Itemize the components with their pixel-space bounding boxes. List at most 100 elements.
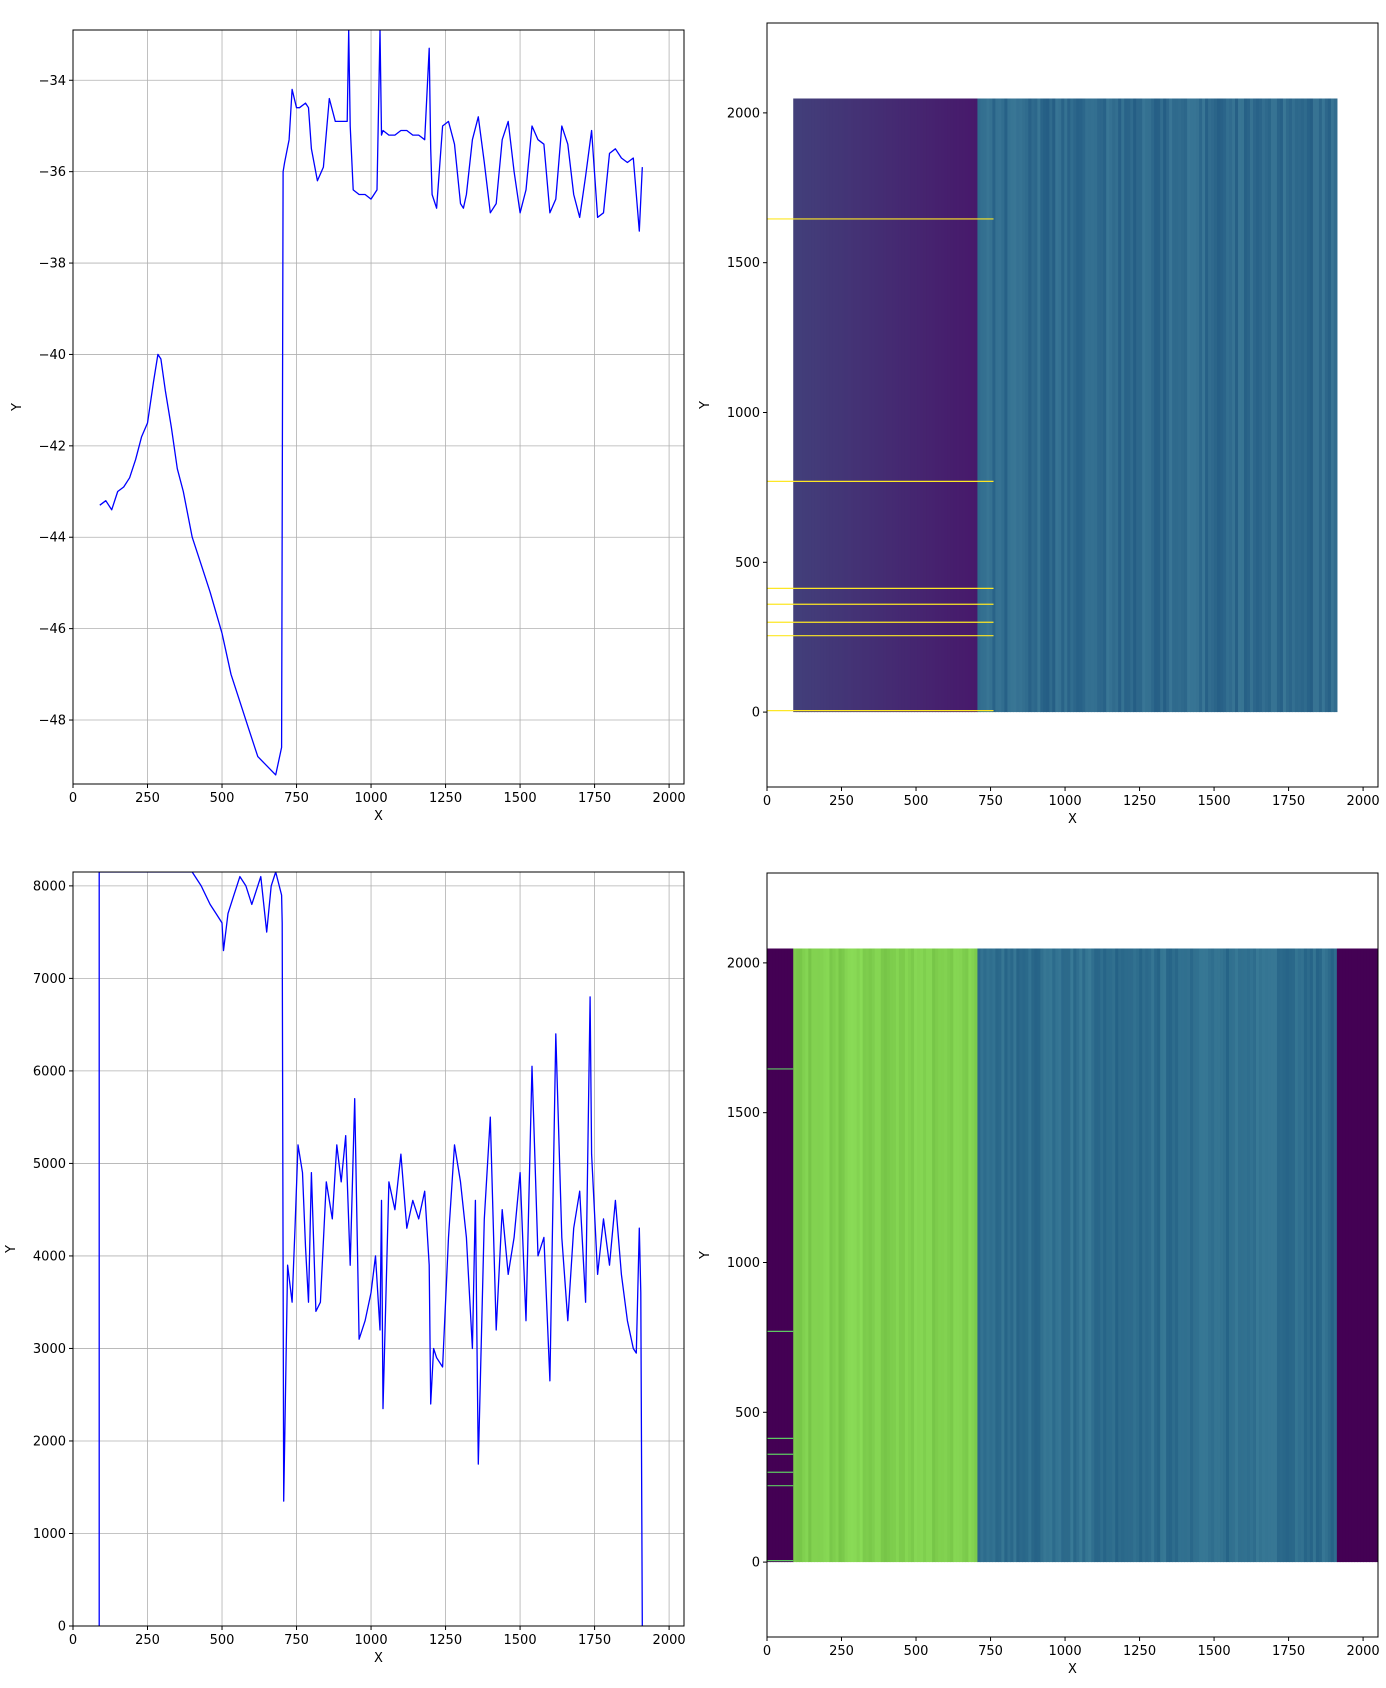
x-tick-label: 750 [284,791,309,806]
heatmap-column [799,948,803,1563]
heatmap-column [1187,948,1191,1563]
heatmap-column [1166,98,1170,713]
heatmap-column [950,98,954,713]
heatmap-column [883,98,888,713]
heatmap-column [1309,948,1314,1563]
heatmap-column [1037,98,1041,713]
heatmap-column [1172,948,1176,1563]
heatmap-column [1064,98,1068,713]
x-tick-label: 500 [904,794,929,809]
heatmap-column [1094,948,1098,1563]
x-tick-label: 1750 [1272,794,1305,809]
heatmap-column [1223,98,1227,713]
heatmap-column [914,98,918,713]
heatmap-column [971,98,975,713]
heatmap-column [989,948,993,1563]
heatmap-column [847,98,852,713]
x-tick-label: 500 [210,791,235,806]
heatmap-column [1058,948,1062,1563]
x-axis-label: X [1068,812,1077,827]
heatmap-column [835,98,840,713]
heatmap-column [1019,98,1023,713]
heatmap-column [877,98,882,713]
heatmap-column [892,948,897,1563]
heatmap-column [977,948,982,1563]
heatmap-column [1193,948,1197,1563]
heatmap-column [986,948,991,1563]
heatmap-column [932,948,936,1563]
heatmap-column [1046,98,1050,713]
heatmap-region [767,948,794,1563]
heatmap-column [1106,948,1110,1563]
heatmap-column [929,948,933,1563]
heatmap-column [1258,948,1263,1563]
bottom-right-heatmap: 0 250 500 750 1000 1250 1500 1750 2000 0 500 1000 15… [698,872,1380,1677]
heatmap-column [1351,948,1356,1563]
axes-frame [766,872,1379,1638]
heatmap-column [910,98,915,713]
heatmap-column [778,948,783,1563]
heatmap-column [1255,98,1260,713]
x-tick-label: 1750 [578,1633,611,1648]
heatmap-column [1142,98,1146,713]
heatmap-column [802,98,806,713]
heatmap-column [914,948,918,1563]
heatmap-column [799,98,803,713]
heatmap-column [1022,98,1026,713]
heatmap-column [1187,98,1191,713]
heatmap-column [1064,948,1068,1563]
heatmap-column [1324,948,1329,1563]
heatmap-column [1013,948,1017,1563]
heatmap-column [1327,948,1332,1563]
heatmap-column [1333,98,1338,713]
heatmap-column [1061,948,1065,1563]
heatmap-column [1133,98,1137,713]
heatmap-column [850,98,855,713]
heatmap-column [1073,98,1077,713]
x-tick-label: 1250 [1123,1644,1156,1659]
y-tick-label: 0 [58,1620,66,1635]
heatmap-column [1025,948,1029,1563]
heatmap-column [1267,948,1272,1563]
heatmap-column [1163,98,1167,713]
heatmap-column [868,98,873,713]
heatmap-column [1070,948,1074,1563]
heatmap-column [865,98,870,713]
heatmap-column [1217,98,1221,713]
heatmap-column [920,948,924,1563]
heatmap-column [1324,98,1329,713]
heatmap-column [947,948,951,1563]
heatmap-column [1267,98,1272,713]
heatmap-column [1303,948,1308,1563]
x-tick-label: 1500 [1198,1644,1231,1659]
heatmap-column [1211,948,1215,1563]
heatmap-column [1306,98,1311,713]
heatmap-column [1103,98,1107,713]
heatmap-column [1022,948,1026,1563]
heatmap-column [1127,98,1131,713]
heatmap-column [974,98,979,713]
heatmap-column [868,948,873,1563]
heatmap-column [889,98,894,713]
x-axis-label: X [1068,1662,1077,1677]
heatmap-column [826,948,831,1563]
heatmap-column [1238,948,1242,1563]
heatmap-column [1199,98,1203,713]
heatmap-column [814,98,818,713]
heatmap-column [1241,98,1245,713]
heatmap-column [1115,98,1119,713]
heatmap-column [859,98,864,713]
heatmap-column [802,948,806,1563]
heatmap-column [1010,948,1014,1563]
heatmap-column [1235,948,1239,1563]
heatmap-column [793,948,797,1563]
heatmap-column [1208,948,1212,1563]
heatmap-column [1106,98,1110,713]
heatmap-column [1220,948,1224,1563]
heatmap-column [1049,98,1053,713]
heatmap-column [1193,98,1197,713]
heatmap-column [1100,948,1104,1563]
heatmap-column [1157,98,1161,713]
heatmap-column [904,948,909,1563]
top-left-line-chart: 0 250 500 750 1000 1250 1500 1750 2000 −48 −46 −44 −… [10,29,686,824]
